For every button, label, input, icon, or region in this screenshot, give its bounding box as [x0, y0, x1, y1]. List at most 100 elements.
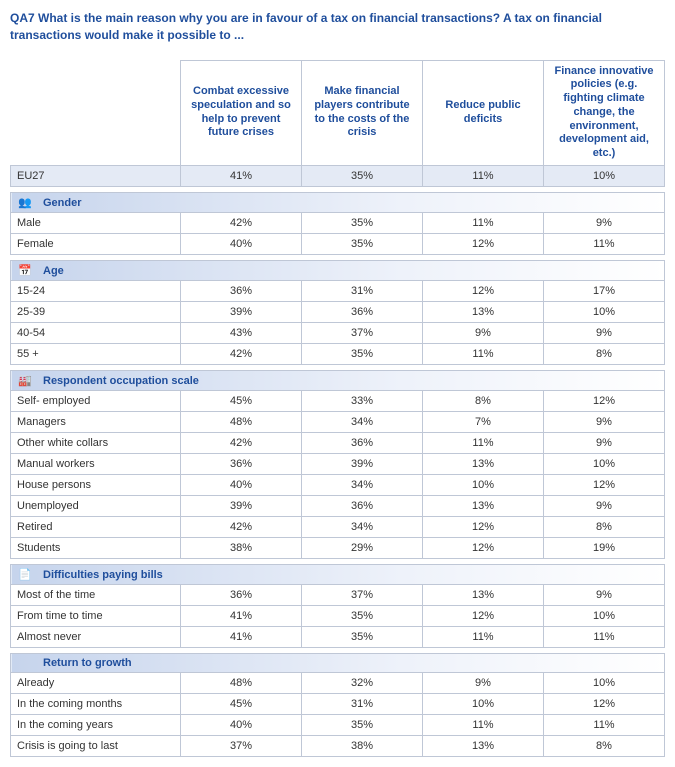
table-row-g3-r0-val-3: 9% [544, 584, 665, 605]
table-row-g2-r7-val-2: 12% [423, 537, 544, 558]
table-row-g0-r0-val-1: 35% [302, 212, 423, 233]
table-row-g1-r0-val-0: 36% [181, 280, 302, 301]
table-row-g2-r5-val-1: 36% [302, 495, 423, 516]
table-row-g1-r2-val-3: 9% [544, 322, 665, 343]
col-header-2: Reduce public deficits [423, 60, 544, 165]
table-row-g2-r7-label: Students [11, 537, 181, 558]
table-row-g2-r0-val-2: 8% [423, 390, 544, 411]
table-row-g2-r6-val-1: 34% [302, 516, 423, 537]
table-row-g0-r0-val-0: 42% [181, 212, 302, 233]
table-row-g0-r1-val-2: 12% [423, 233, 544, 254]
table-row-g3-r2-val-1: 35% [302, 626, 423, 647]
col-header-3: Finance innovative policies (e.g. fighti… [544, 60, 665, 165]
table-row-g2-r7: Students38%29%12%19% [11, 537, 665, 558]
table-row-g2-r0-label: Self- employed [11, 390, 181, 411]
table-row-g4-r3-val-2: 13% [423, 735, 544, 756]
table-row-g2-r2: Other white collars42%36%11%9% [11, 432, 665, 453]
table-row-g1-r1-val-2: 13% [423, 301, 544, 322]
table-row-g0-r1: Female40%35%12%11% [11, 233, 665, 254]
occupation-icon: 🏭 [17, 374, 33, 387]
table-row-g2-r2-val-2: 11% [423, 432, 544, 453]
table-row-g2-r1: Managers48%34%7%9% [11, 411, 665, 432]
table-row-g2-r5-label: Unemployed [11, 495, 181, 516]
table-row-g4-r2-label: In the coming years [11, 714, 181, 735]
group-header-3: 📄Difficulties paying bills [11, 564, 665, 584]
col-header-1: Make financial players contribute to the… [302, 60, 423, 165]
table-row-g0-r0-val-2: 11% [423, 212, 544, 233]
table-row-g2-r1-val-2: 7% [423, 411, 544, 432]
table-row-g4-r3-val-3: 8% [544, 735, 665, 756]
table-row-g4-r1-val-1: 31% [302, 693, 423, 714]
table-row-g4-r2-val-2: 11% [423, 714, 544, 735]
table-row-g2-r7-val-3: 19% [544, 537, 665, 558]
table-row-g2-r4-val-1: 34% [302, 474, 423, 495]
table-row-g1-r2-val-0: 43% [181, 322, 302, 343]
age-icon: 📅 [17, 264, 33, 277]
table-row-g1-r1-label: 25-39 [11, 301, 181, 322]
table-row-g2-r0-val-3: 12% [544, 390, 665, 411]
table-row-g4-r2-val-1: 35% [302, 714, 423, 735]
table-row-g4-r0-label: Already [11, 672, 181, 693]
table-row-g2-r5-val-2: 13% [423, 495, 544, 516]
table-row-g1-r3-val-1: 35% [302, 343, 423, 364]
table-row-g1-r2-val-2: 9% [423, 322, 544, 343]
table-row-g4-r2: In the coming years40%35%11%11% [11, 714, 665, 735]
col-header-0: Combat excessive speculation and so help… [181, 60, 302, 165]
table-row-g3-r2-label: Almost never [11, 626, 181, 647]
table-row-g2-r2-label: Other white collars [11, 432, 181, 453]
table-row-g1-r0-label: 15-24 [11, 280, 181, 301]
table-row-g2-r5-val-0: 39% [181, 495, 302, 516]
table-row-g4-r1-val-2: 10% [423, 693, 544, 714]
table-row-g4-r0: Already48%32%9%10% [11, 672, 665, 693]
table-row-g2-r6-val-3: 8% [544, 516, 665, 537]
group-title-3: Difficulties paying bills [43, 569, 163, 581]
table-row-g3-r1-val-0: 41% [181, 605, 302, 626]
table-row-g2-r3: Manual workers36%39%13%10% [11, 453, 665, 474]
table-row-g4-r1: In the coming months45%31%10%12% [11, 693, 665, 714]
table-row-g1-r2-val-1: 37% [302, 322, 423, 343]
table-row-g4-r0-val-1: 32% [302, 672, 423, 693]
table-row-g2-r3-val-3: 10% [544, 453, 665, 474]
group-header-2: 🏭Respondent occupation scale [11, 370, 665, 390]
table-row-g4-r3-val-1: 38% [302, 735, 423, 756]
table-row-g2-r4-label: House persons [11, 474, 181, 495]
table-row-g2-r0: Self- employed45%33%8%12% [11, 390, 665, 411]
group-header-4: Return to growth [11, 653, 665, 672]
eu27-row-val-1: 35% [302, 165, 423, 186]
table-row-g4-r1-val-3: 12% [544, 693, 665, 714]
table-row-g3-r1-val-1: 35% [302, 605, 423, 626]
table-row-g1-r3-val-0: 42% [181, 343, 302, 364]
group-header-0: 👥Gender [11, 192, 665, 212]
table-row-g4-r0-val-2: 9% [423, 672, 544, 693]
eu27-row: EU2741%35%11%10% [11, 165, 665, 186]
table-row-g0-r1-val-1: 35% [302, 233, 423, 254]
table-row-g1-r1-val-1: 36% [302, 301, 423, 322]
table-row-g3-r0-val-0: 36% [181, 584, 302, 605]
table-row-g0-r1-label: Female [11, 233, 181, 254]
table-row-g0-r0: Male42%35%11%9% [11, 212, 665, 233]
table-row-g0-r1-val-0: 40% [181, 233, 302, 254]
table-row-g4-r1-val-0: 45% [181, 693, 302, 714]
eu27-row-val-2: 11% [423, 165, 544, 186]
eu27-row-val-0: 41% [181, 165, 302, 186]
table-row-g1-r3-label: 55 + [11, 343, 181, 364]
table-row-g2-r2-val-3: 9% [544, 432, 665, 453]
table-row-g3-r1-val-2: 12% [423, 605, 544, 626]
table-row-g3-r1-val-3: 10% [544, 605, 665, 626]
table-row-g2-r1-val-3: 9% [544, 411, 665, 432]
table-row-g2-r2-val-1: 36% [302, 432, 423, 453]
table-row-g1-r0-val-1: 31% [302, 280, 423, 301]
table-row-g1-r3-val-3: 8% [544, 343, 665, 364]
table-row-g1-r2: 40-5443%37%9%9% [11, 322, 665, 343]
table-row-g2-r6-label: Retired [11, 516, 181, 537]
eu27-row-val-3: 10% [544, 165, 665, 186]
table-row-g2-r7-val-1: 29% [302, 537, 423, 558]
table-row-g2-r4-val-3: 12% [544, 474, 665, 495]
table-row-g2-r1-val-0: 48% [181, 411, 302, 432]
table-row-g2-r6-val-2: 12% [423, 516, 544, 537]
table-row-g4-r3-label: Crisis is going to last [11, 735, 181, 756]
table-row-g1-r3-val-2: 11% [423, 343, 544, 364]
group-title-4: Return to growth [43, 657, 132, 669]
question-text: QA7 What is the main reason why you are … [10, 10, 665, 44]
table-row-g4-r2-val-3: 11% [544, 714, 665, 735]
